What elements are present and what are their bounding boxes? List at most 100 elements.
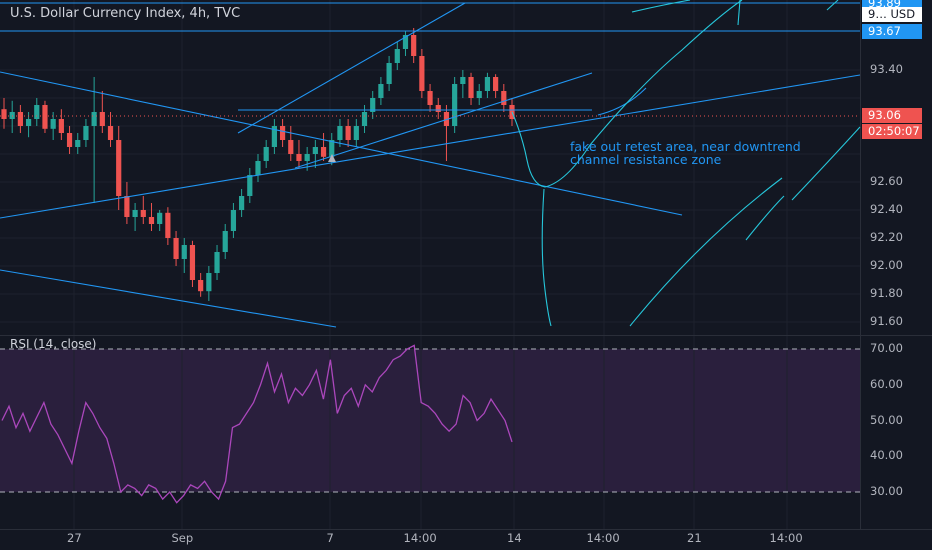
candle (239, 189, 245, 217)
projection-drop (541, 188, 552, 327)
candle (222, 224, 228, 259)
candle-body (1, 109, 7, 119)
candle (148, 203, 155, 231)
candle-body (214, 252, 220, 273)
projection-path-main (511, 0, 743, 188)
candle (394, 42, 400, 70)
candle-body (476, 91, 482, 98)
x-tick-label: 7 (326, 531, 334, 545)
candle (320, 133, 327, 161)
candle-body (304, 154, 310, 161)
candle-body (493, 77, 499, 91)
candle-body (345, 126, 351, 140)
projection-right (791, 126, 861, 201)
rsi-background-band (0, 349, 860, 492)
candle (181, 238, 187, 273)
candle-body (468, 77, 474, 98)
candle-body (378, 84, 384, 98)
y-tick-label: 92.40 (870, 202, 903, 216)
candle (468, 72, 474, 105)
candle-body (222, 231, 228, 252)
candle-body (337, 126, 343, 140)
candle-body (132, 210, 138, 217)
candle-body (361, 112, 368, 126)
candle-body (50, 119, 56, 129)
candle (271, 119, 277, 154)
candle-body (99, 112, 105, 126)
y-tick-label: 92.60 (870, 174, 903, 188)
candle (230, 203, 237, 238)
candle-body (452, 84, 458, 126)
candle (435, 98, 441, 119)
candle (107, 112, 114, 147)
candle-body (148, 217, 155, 224)
candle (296, 140, 302, 168)
uptrend-line-lower (0, 74, 861, 219)
candle (402, 30, 409, 56)
candle (34, 98, 40, 126)
candle-body (165, 212, 171, 238)
candle (206, 266, 212, 301)
candle (427, 84, 433, 112)
rsi-line (1, 344, 513, 504)
x-tick-label: Sep (171, 531, 194, 545)
candle-body (279, 126, 286, 140)
candle (214, 245, 220, 280)
x-tick-label: 21 (687, 531, 702, 545)
candle (288, 126, 294, 161)
candle-body (181, 245, 187, 259)
rsi-tick-label: 70.00 (870, 341, 903, 355)
rsi-tick-label: 50.00 (870, 412, 903, 427)
candle-body (370, 98, 376, 112)
y-tick-label: 91.80 (870, 286, 903, 300)
candle-body (320, 147, 327, 157)
candle-body (198, 280, 204, 292)
candle (378, 77, 384, 105)
candle-body (83, 126, 89, 140)
candle (17, 105, 23, 133)
candle-body (419, 56, 425, 91)
candle-body (435, 105, 441, 112)
downtrend-line-upper (0, 71, 683, 216)
candle (452, 77, 458, 133)
candle (337, 119, 343, 147)
candle-body (107, 126, 114, 140)
y-tick-label: 92.00 (870, 258, 903, 272)
candle-body (501, 91, 507, 105)
candle (247, 168, 253, 203)
candle-body (460, 77, 466, 84)
rsi-tick-label: 30.00 (870, 484, 903, 498)
candle-body (34, 105, 40, 119)
candle-body (206, 273, 212, 292)
candle (353, 119, 359, 147)
price-tag: 02:50:07 (862, 124, 922, 139)
candle-body (288, 140, 294, 154)
rsi-tick-label: 40.00 (870, 448, 903, 463)
candle (116, 126, 122, 210)
y-tick-label: 91.60 (870, 314, 903, 328)
channel-upper-line (237, 2, 466, 134)
annotation-text[interactable]: fake out retest area, near downtrend cha… (570, 139, 801, 167)
candle-body (263, 147, 269, 161)
candle-body (91, 112, 97, 126)
candle-body (394, 49, 400, 63)
candle (165, 207, 171, 245)
candle (140, 196, 146, 224)
candle-body (329, 140, 335, 157)
candle (1, 98, 7, 129)
candle (83, 119, 89, 147)
candle (312, 140, 318, 168)
x-tick-label: 14:00 (769, 531, 803, 545)
marker-triangle (328, 154, 336, 162)
candle-body (484, 77, 491, 91)
x-tick-label: 14 (507, 531, 522, 545)
y-tick-label: 93.40 (870, 62, 903, 76)
candle (419, 49, 425, 98)
candle (91, 77, 97, 203)
x-tick-label: 14:00 (586, 531, 620, 545)
price-tag: 93.06 (862, 108, 922, 123)
candle-body (58, 119, 64, 133)
candle (476, 84, 482, 105)
